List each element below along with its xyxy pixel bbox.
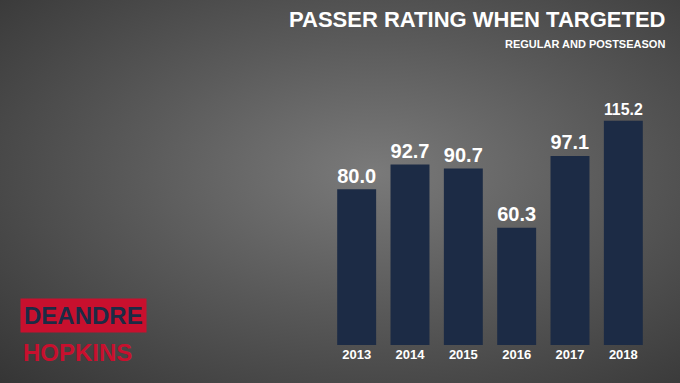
svg-text:2016: 2016 <box>502 347 531 362</box>
svg-text:2018: 2018 <box>609 347 638 362</box>
svg-text:DEANDRE: DEANDRE <box>24 302 143 329</box>
svg-text:2015: 2015 <box>449 347 478 362</box>
svg-text:HOPKINS: HOPKINS <box>23 339 132 366</box>
svg-text:92.7: 92.7 <box>391 140 430 162</box>
svg-text:PASSER RATING WHEN TARGETED: PASSER RATING WHEN TARGETED <box>289 7 665 32</box>
svg-text:REGULAR AND POSTSEASON: REGULAR AND POSTSEASON <box>505 38 665 50</box>
svg-text:90.7: 90.7 <box>444 144 483 166</box>
svg-text:115.2: 115.2 <box>604 101 643 118</box>
svg-text:80.0: 80.0 <box>337 165 376 187</box>
svg-text:2014: 2014 <box>396 347 426 362</box>
svg-text:2017: 2017 <box>556 347 585 362</box>
svg-text:2013: 2013 <box>342 347 371 362</box>
svg-text:97.1: 97.1 <box>551 131 590 153</box>
svg-text:60.3: 60.3 <box>497 203 536 225</box>
